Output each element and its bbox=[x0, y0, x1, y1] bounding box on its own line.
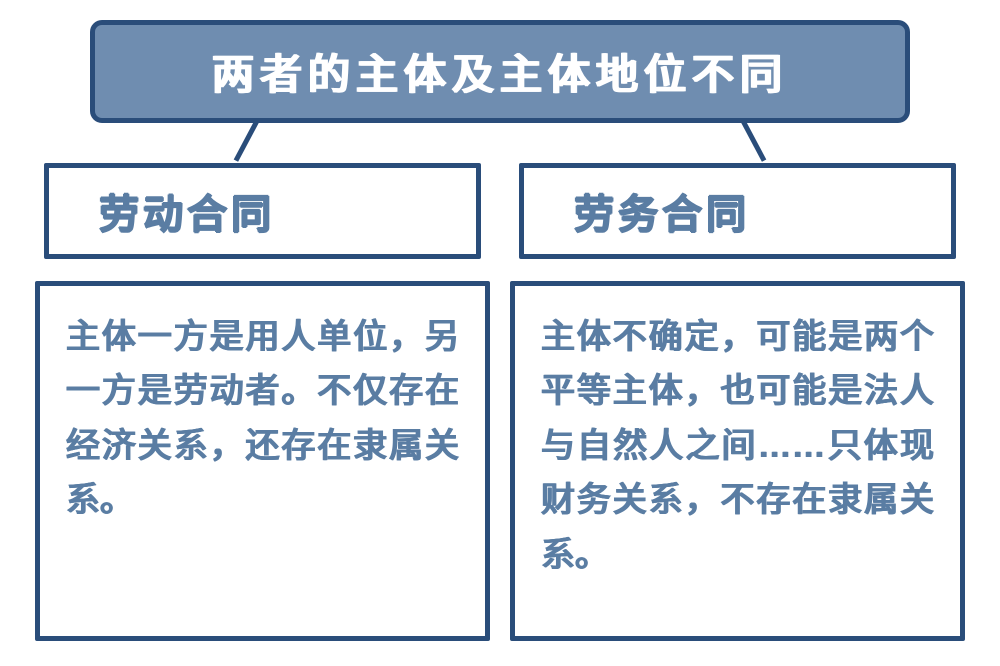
main-title: 两者的主体及主体地位不同 bbox=[115, 41, 885, 102]
column-right: 劳务合同 主体不确定，可能是两个平等主体，也可能是法人与自然人之间……只体现财务… bbox=[510, 163, 965, 641]
content-box-right: 主体不确定，可能是两个平等主体，也可能是法人与自然人之间……只体现财务关系，不存… bbox=[510, 281, 965, 641]
content-left: 主体一方是用人单位，另一方是劳动者。不仅存在经济关系，还存在隶属关系。 bbox=[66, 310, 459, 528]
connector-region bbox=[30, 123, 970, 163]
subtitle-left: 劳动合同 bbox=[69, 182, 456, 240]
connector-left-diag bbox=[234, 119, 260, 162]
subtitle-box-left: 劳动合同 bbox=[44, 163, 481, 259]
connector-right-diag bbox=[740, 119, 766, 162]
content-right: 主体不确定，可能是两个平等主体，也可能是法人与自然人之间……只体现财务关系，不存… bbox=[541, 310, 934, 582]
subtitle-box-right: 劳务合同 bbox=[519, 163, 956, 259]
content-box-left: 主体一方是用人单位，另一方是劳动者。不仅存在经济关系，还存在隶属关系。 bbox=[35, 281, 490, 641]
columns-container: 劳动合同 主体一方是用人单位，另一方是劳动者。不仅存在经济关系，还存在隶属关系。… bbox=[30, 163, 970, 641]
subtitle-right: 劳务合同 bbox=[544, 182, 931, 240]
title-box: 两者的主体及主体地位不同 bbox=[90, 20, 910, 123]
column-left: 劳动合同 主体一方是用人单位，另一方是劳动者。不仅存在经济关系，还存在隶属关系。 bbox=[35, 163, 490, 641]
